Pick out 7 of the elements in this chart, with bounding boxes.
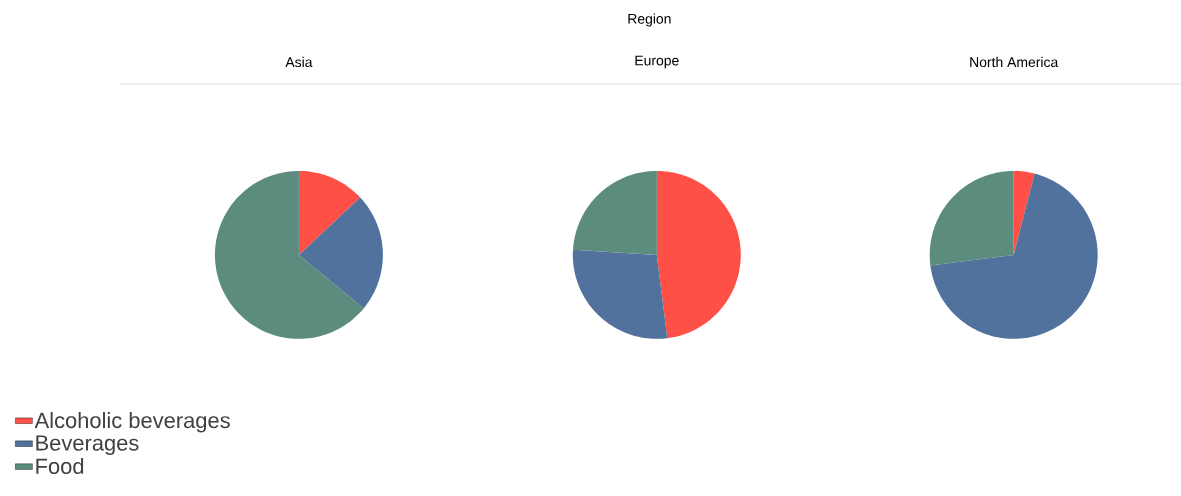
chart-title: Region [628, 13, 671, 27]
legend-label: Food [36, 458, 84, 475]
legend-label: Alcoholic beverages [34, 412, 230, 433]
slice-label: Europe [635, 55, 679, 69]
slice-label: North America [970, 56, 1059, 68]
legend-label: Beverages [36, 435, 139, 456]
slice-label: Asia [285, 56, 313, 68]
